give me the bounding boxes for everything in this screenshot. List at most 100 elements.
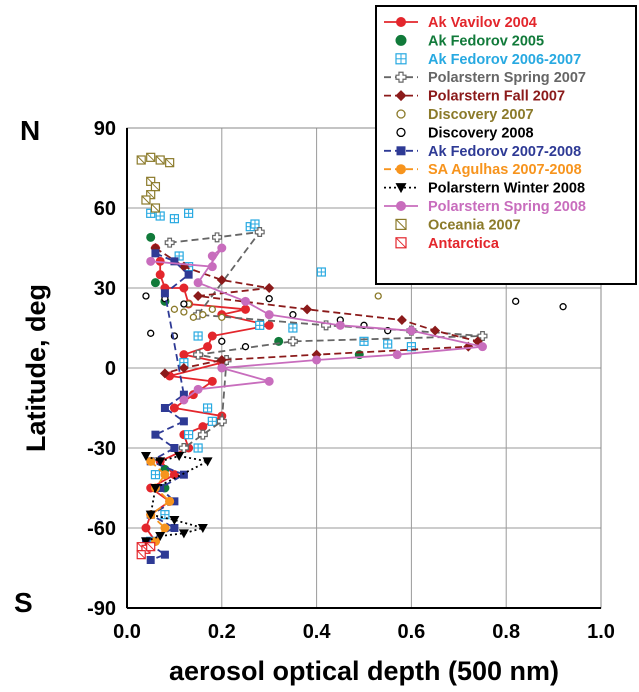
legend-entry-10: Polarstern Spring 2008 [384,199,586,215]
series-line-4 [154,247,481,375]
legend-entry-6: Discovery 2008 [396,125,534,141]
data-point-4-4 [193,291,204,301]
series-10 [146,243,487,405]
data-point-5-5 [218,313,226,321]
data-point-10-15 [179,395,189,405]
data-point-5-4 [208,305,216,313]
data-point-9-4 [150,484,161,493]
series-12 [136,542,156,560]
data-point-9-5 [145,510,156,520]
data-point-0-14 [207,376,217,386]
data-point-10-0 [146,256,156,266]
data-point-8-1 [160,470,170,480]
data-point-5-7 [374,292,382,300]
series-9 [140,452,213,547]
y-axis-label: Latitude, deg [21,284,51,452]
data-point-8-3 [165,496,175,506]
data-point-10-4 [193,278,203,288]
data-point-4-12 [178,363,189,373]
series-3 [164,227,488,453]
legend-marker-2 [395,53,407,65]
data-point-5-0 [170,305,179,313]
data-point-12-2 [146,542,156,552]
data-point-6-10 [147,329,155,337]
data-point-7-12 [170,497,179,506]
data-point-11-8 [150,203,161,213]
x-tick-label-3: 0.6 [397,621,425,643]
legend-marker-7 [396,146,406,156]
series-6 [142,292,567,351]
legend-entry-5: Discovery 2007 [396,107,534,123]
x-tick-label-4: 0.8 [492,621,520,643]
data-point-6-12 [218,337,226,345]
data-point-4-3 [264,283,275,293]
data-point-10-1 [207,262,217,272]
data-point-4-11 [216,355,227,365]
series-line-9 [145,455,211,543]
data-point-10-5 [241,296,250,306]
data-point-10-10 [392,350,402,360]
axis-ticks: 0.0 0.2 0.4 0.6 0.8 1.0 90 60 30 0 -30 -60 -90 [87,118,615,643]
data-point-2-2 [169,214,179,224]
data-point-11-6 [146,190,156,200]
data-point-9-1 [155,457,166,467]
legend-marker-6 [396,127,406,138]
data-point-1-1 [150,278,160,288]
legend-marker-11 [395,218,407,230]
legend-label-11: Oceania 2007 [428,217,521,233]
data-point-10-13 [264,376,274,386]
series-line-0 [144,247,270,542]
legend-entry-2: Ak Fedorov 2006-2007 [395,52,581,68]
data-point-3-6 [477,331,488,341]
data-point-3-10 [216,416,227,427]
data-point-10-3 [217,243,227,253]
legend-marker-1 [395,34,407,46]
legend-marker-10 [396,201,406,211]
data-point-10-12 [217,363,227,373]
series-line-10 [150,247,483,401]
data-point-7-6 [179,417,188,426]
data-point-0-2 [155,270,165,280]
data-point-7-8 [170,444,179,452]
y-tick-label-4: -30 [87,438,116,460]
data-point-2-18 [184,430,194,440]
data-point-7-7 [151,430,160,439]
series-5 [170,292,382,321]
legend-entry-1: Ak Fedorov 2005 [395,33,544,49]
data-point-7-14 [170,524,179,532]
legend-marker-8 [396,164,406,175]
legend: Ak Vavilov 2004 Ak Fedorov 2005 Ak Fedorov… [375,5,637,285]
legend-label-6: Discovery 2008 [428,125,534,141]
data-point-2-0 [146,208,156,218]
data-point-2-21 [160,510,170,520]
data-point-4-6 [396,315,407,325]
data-point-3-8 [193,349,204,360]
data-point-2-20 [150,470,161,480]
y-tick-label-3: 0 [105,358,116,380]
data-point-9-10 [140,537,151,547]
data-point-0-26 [141,523,151,533]
y-tick-label-6: -90 [87,598,116,620]
legend-marker-0 [396,17,406,27]
data-point-6-2 [180,300,188,308]
data-point-3-7 [287,336,298,347]
data-point-4-13 [159,368,170,379]
data-point-12-3 [136,550,146,560]
legend-marker-3 [395,71,407,83]
data-point-10-9 [478,342,487,352]
legend-entry-12: Antarctica [395,236,500,252]
x-axis-label: aerosol optical depth (500 nm) [169,656,559,686]
data-point-0-8 [264,320,274,330]
data-point-9-0 [140,452,151,461]
data-point-10-11 [312,355,322,365]
data-point-2-8 [316,267,326,277]
data-point-9-8 [178,529,189,539]
data-point-0-18 [198,422,208,432]
series-line-7 [144,252,190,561]
data-point-0-4 [179,283,189,293]
data-point-6-8 [512,297,520,305]
data-point-5-3 [199,311,207,319]
data-point-11-7 [141,195,151,205]
legend-label-12: Antarctica [428,236,500,252]
